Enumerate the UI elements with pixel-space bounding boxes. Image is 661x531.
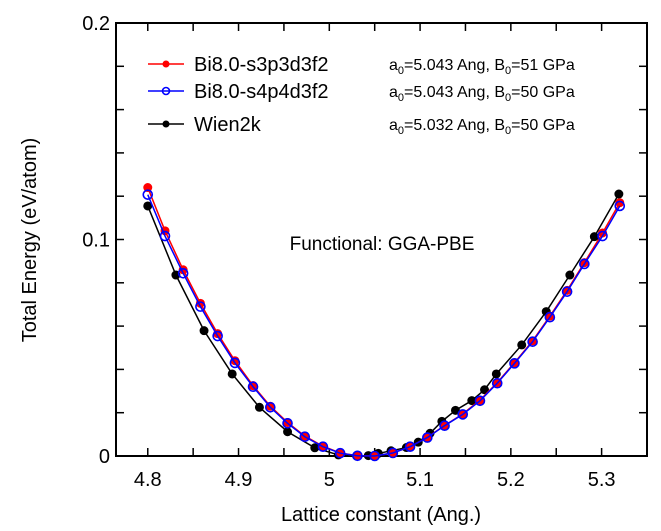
data-point bbox=[199, 326, 209, 336]
y-tick-label: 0.1 bbox=[82, 230, 110, 252]
legend-label: Bi8.0-s4p4d3f2 bbox=[194, 81, 329, 103]
data-point bbox=[177, 267, 189, 279]
legend-label: Wien2k bbox=[194, 114, 262, 136]
data-point bbox=[317, 441, 329, 452]
data-point bbox=[561, 286, 573, 297]
x-tick-label: 5 bbox=[324, 469, 335, 491]
axis-ticks bbox=[116, 22, 648, 457]
data-point bbox=[310, 443, 320, 453]
data-point bbox=[369, 450, 380, 462]
legend-params: a0=5.043 Ang, B0=51 GPa bbox=[389, 57, 575, 77]
x-tick-label: 5.2 bbox=[497, 469, 525, 491]
data-point bbox=[467, 396, 477, 406]
data-point bbox=[227, 369, 237, 379]
y-tick-label: 0 bbox=[99, 446, 110, 468]
legend-marker bbox=[162, 120, 170, 128]
legend-entry: Bi8.0-s3p3d3f2 a0=5.043 Ang, B0=51 GPa bbox=[148, 54, 575, 77]
data-point bbox=[491, 369, 501, 379]
data-point bbox=[282, 418, 293, 429]
data-point bbox=[247, 381, 259, 393]
legend-params: a0=5.043 Ang, B0=50 GPa bbox=[389, 84, 575, 104]
data-point bbox=[143, 183, 153, 193]
data-point bbox=[614, 200, 626, 212]
legend-marker bbox=[162, 60, 170, 68]
data-point bbox=[517, 340, 527, 350]
data-point bbox=[387, 447, 399, 459]
data-point bbox=[229, 357, 241, 369]
data-point bbox=[565, 270, 575, 280]
axis-tick-labels: 4.8 4.9 5 5.1 5.2 5.3 0 0.1 0.2 bbox=[82, 13, 615, 491]
data-point bbox=[597, 230, 608, 242]
data-point bbox=[527, 336, 538, 347]
functional-annotation: Functional: GGA-PBE bbox=[290, 234, 475, 255]
legend-entry: Wien2k a0=5.032 Ang, B0=50 GPa bbox=[148, 114, 575, 137]
data-point bbox=[159, 230, 171, 242]
data-point bbox=[474, 395, 486, 407]
legend-label: Bi8.0-s3p3d3f2 bbox=[194, 54, 329, 76]
data-point bbox=[212, 330, 223, 342]
data-point bbox=[352, 450, 363, 462]
data-point bbox=[457, 409, 469, 420]
data-point bbox=[404, 441, 416, 452]
data-point bbox=[254, 402, 264, 412]
x-tick-label: 4.8 bbox=[134, 469, 162, 491]
data-point bbox=[614, 189, 624, 199]
x-tick-label: 5.1 bbox=[406, 469, 434, 491]
data-point bbox=[195, 301, 206, 312]
series-line bbox=[147, 194, 621, 457]
data-point bbox=[544, 311, 556, 323]
legend-params: a0=5.032 Ang, B0=50 GPa bbox=[389, 117, 575, 137]
data-point bbox=[480, 385, 490, 395]
series-bi8-0-s4p4d3f2 bbox=[142, 189, 626, 462]
legend-entry: Bi8.0-s4p4d3f2 a0=5.043 Ang, B0=50 GPa bbox=[148, 81, 575, 104]
data-point bbox=[579, 258, 590, 270]
data-point bbox=[491, 377, 503, 389]
data-point bbox=[283, 427, 293, 437]
data-point bbox=[589, 232, 599, 242]
x-axis-title: Lattice constant (Ang.) bbox=[281, 504, 481, 526]
x-tick-label: 5.3 bbox=[588, 469, 616, 491]
data-point bbox=[439, 420, 450, 431]
series-layer bbox=[142, 183, 626, 462]
legend-marker bbox=[161, 86, 171, 96]
y-axis-title: Total Energy (eV/atom) bbox=[19, 138, 41, 343]
x-tick-label: 4.9 bbox=[225, 469, 253, 491]
data-point bbox=[509, 358, 520, 369]
data-point bbox=[334, 447, 346, 459]
data-point bbox=[422, 432, 433, 443]
data-point bbox=[265, 401, 276, 413]
data-point bbox=[299, 431, 311, 443]
series-wien2k bbox=[143, 189, 624, 461]
data-point bbox=[142, 189, 154, 200]
legend: Bi8.0-s3p3d3f2 a0=5.043 Ang, B0=51 GPaBi8… bbox=[148, 54, 575, 137]
y-tick-label: 0.2 bbox=[82, 13, 110, 35]
